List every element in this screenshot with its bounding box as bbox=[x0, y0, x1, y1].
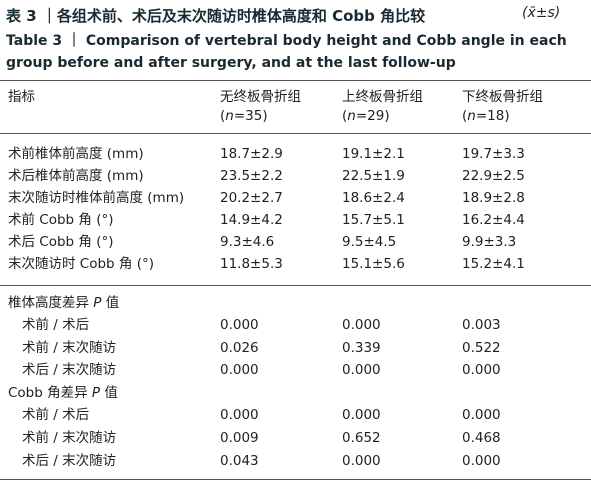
row-value: 20.2±2.7 bbox=[220, 190, 283, 206]
row-value: 0.009 bbox=[220, 430, 259, 446]
row-value: 0.000 bbox=[462, 407, 501, 423]
row-value: 23.5±2.2 bbox=[220, 168, 283, 184]
row-value: 0.000 bbox=[462, 362, 501, 378]
bottom-rule bbox=[0, 479, 591, 480]
row-label: 术后 / 末次随访 bbox=[22, 362, 117, 378]
row-value: 9.9±3.3 bbox=[462, 234, 517, 250]
row-value: 0.522 bbox=[462, 340, 501, 356]
row-label: 术后 / 末次随访 bbox=[22, 453, 117, 469]
header-group-2-name: 上终板骨折组 bbox=[342, 89, 423, 105]
row-value: 15.7±5.1 bbox=[342, 212, 405, 228]
title-stat: (x̄±s) bbox=[522, 5, 561, 21]
row-label: 术前 / 末次随访 bbox=[22, 340, 117, 356]
header-rule bbox=[0, 133, 591, 134]
row-value: 19.1±2.1 bbox=[342, 146, 405, 162]
header-group-3-n: (n=18) bbox=[462, 108, 510, 124]
row-value: 18.7±2.9 bbox=[220, 146, 283, 162]
row-label: 末次随访时 Cobb 角 (°) bbox=[8, 256, 154, 272]
row-label: 术前 / 术后 bbox=[22, 407, 90, 423]
row-value: 15.2±4.1 bbox=[462, 256, 525, 272]
header-group-3: 下终板骨折组 (n=18) bbox=[462, 88, 543, 126]
row-value: 0.000 bbox=[220, 317, 259, 333]
p-section-heading-height: 椎体高度差异 P 值 bbox=[8, 295, 120, 311]
row-value: 9.5±4.5 bbox=[342, 234, 397, 250]
row-value: 0.026 bbox=[220, 340, 259, 356]
header-group-3-name: 下终板骨折组 bbox=[462, 89, 543, 105]
row-value: 22.5±1.9 bbox=[342, 168, 405, 184]
row-value: 22.9±2.5 bbox=[462, 168, 525, 184]
row-value: 11.8±5.3 bbox=[220, 256, 283, 272]
row-value: 18.9±2.8 bbox=[462, 190, 525, 206]
row-label: 术前 / 术后 bbox=[22, 317, 90, 333]
header-group-1: 无终板骨折组 (n=35) bbox=[220, 88, 301, 126]
row-value: 14.9±4.2 bbox=[220, 212, 283, 228]
row-value: 0.000 bbox=[342, 362, 381, 378]
row-value: 0.468 bbox=[462, 430, 501, 446]
row-value: 0.339 bbox=[342, 340, 381, 356]
title-cn-text: 表 3 ｜各组术前、术后及末次随访时椎体高度和 Cobb 角比较 bbox=[6, 7, 426, 25]
row-value: 0.000 bbox=[342, 407, 381, 423]
row-value: 0.000 bbox=[342, 453, 381, 469]
row-label: 术前 / 末次随访 bbox=[22, 430, 117, 446]
row-value: 0.043 bbox=[220, 453, 259, 469]
top-rule bbox=[0, 80, 591, 81]
row-label: 术后椎体前高度 (mm) bbox=[8, 168, 144, 184]
header-group-1-n: (n=35) bbox=[220, 108, 268, 124]
header-label: 指标 bbox=[8, 89, 35, 105]
row-label: 术后 Cobb 角 (°) bbox=[8, 234, 114, 250]
header-group-1-name: 无终板骨折组 bbox=[220, 89, 301, 105]
row-value: 15.1±5.6 bbox=[342, 256, 405, 272]
row-value: 19.7±3.3 bbox=[462, 146, 525, 162]
row-value: 0.003 bbox=[462, 317, 501, 333]
row-value: 16.2±4.4 bbox=[462, 212, 525, 228]
row-value: 0.000 bbox=[220, 362, 259, 378]
row-label: 术前 Cobb 角 (°) bbox=[8, 212, 114, 228]
row-value: 0.000 bbox=[342, 317, 381, 333]
row-label: 末次随访时椎体前高度 (mm) bbox=[8, 190, 185, 206]
row-label: 术前椎体前高度 (mm) bbox=[8, 146, 144, 162]
table-title-en: Table 3 ｜ Comparison of vertebral body h… bbox=[6, 33, 567, 71]
section-rule bbox=[0, 285, 591, 286]
header-group-2: 上终板骨折组 (n=29) bbox=[342, 88, 423, 126]
row-value: 0.652 bbox=[342, 430, 381, 446]
row-value: 18.6±2.4 bbox=[342, 190, 405, 206]
row-value: 0.000 bbox=[220, 407, 259, 423]
row-value: 9.3±4.6 bbox=[220, 234, 275, 250]
p-section-heading-cobb: Cobb 角差异 P 值 bbox=[8, 385, 118, 401]
header-group-2-n: (n=29) bbox=[342, 108, 390, 124]
row-value: 0.000 bbox=[462, 453, 501, 469]
table-title-cn: 表 3 ｜各组术前、术后及末次随访时椎体高度和 Cobb 角比较 (x̄±s) bbox=[6, 5, 560, 26]
